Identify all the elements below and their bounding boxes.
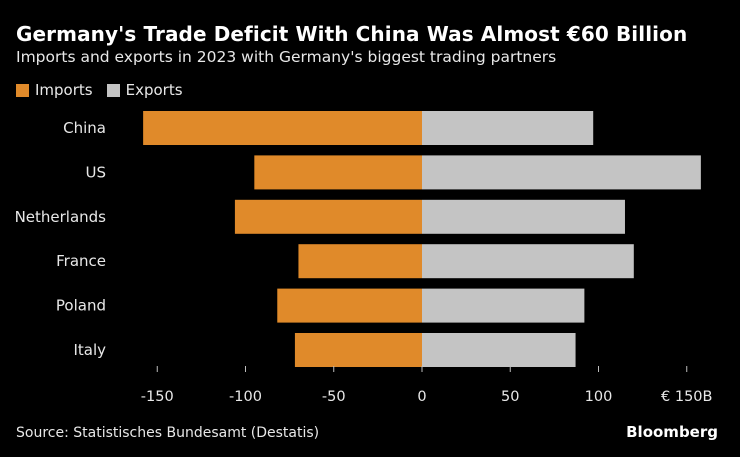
legend-swatch-exports <box>106 83 120 97</box>
bar-imports-france <box>298 244 422 279</box>
category-label-poland: Poland <box>56 297 106 315</box>
bar-exports-us <box>422 155 701 190</box>
x-tick-label: -50 <box>322 389 346 405</box>
category-label-italy: Italy <box>73 341 106 359</box>
bar-exports-china <box>422 111 594 145</box>
bar-exports-france <box>422 244 634 279</box>
category-label-us: US <box>85 163 106 181</box>
x-tick-label: 100 <box>585 389 613 405</box>
x-tick-label: € 150B <box>661 389 712 405</box>
x-tick-label: 50 <box>501 389 519 405</box>
legend-item-imports: Imports <box>16 81 93 99</box>
x-tick-label: 0 <box>417 389 426 405</box>
chart-legend: Imports Exports <box>16 81 197 99</box>
legend-label-imports: Imports <box>35 81 93 99</box>
bar-imports-us <box>254 155 422 190</box>
bar-imports-poland <box>277 288 422 323</box>
bar-imports-italy <box>294 333 422 367</box>
category-label-netherlands: Netherlands <box>15 208 107 226</box>
chart-title: Germany's Trade Deficit With China Was A… <box>16 22 688 46</box>
bar-exports-netherlands <box>422 199 625 234</box>
bar-exports-italy <box>422 333 576 367</box>
legend-item-exports: Exports <box>106 81 183 99</box>
legend-swatch-imports <box>16 83 29 97</box>
bar-imports-netherlands <box>234 199 422 234</box>
legend-label-exports: Exports <box>125 81 183 99</box>
bloomberg-logo: Bloomberg <box>626 423 718 441</box>
x-tick-label: -100 <box>229 389 262 405</box>
category-label-china: China <box>63 119 106 137</box>
bar-exports-poland <box>422 288 585 323</box>
category-label-france: France <box>56 252 106 270</box>
chart-subtitle: Imports and exports in 2023 with Germany… <box>16 48 557 66</box>
x-tick-label: -150 <box>141 389 174 405</box>
source-note: Source: Statistisches Bundesamt (Destati… <box>16 425 320 441</box>
bar-imports-china <box>143 111 422 145</box>
